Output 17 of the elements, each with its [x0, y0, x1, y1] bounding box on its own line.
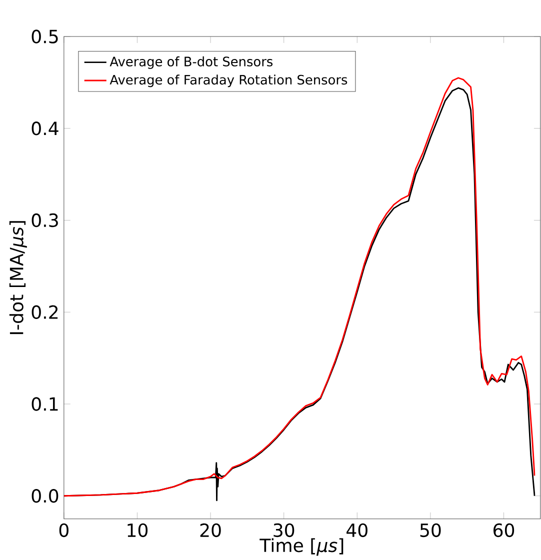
y-tick-label: 0.1 [32, 397, 58, 411]
y-tick-label: 0.5 [32, 30, 58, 44]
legend-label: Average of Faraday Rotation Sensors [110, 74, 347, 88]
x-tick-label: 30 [274, 523, 294, 538]
y-tick-label: 0.2 [32, 305, 58, 319]
y-tick-label: 0.3 [32, 213, 58, 228]
x-tick-label: 60 [493, 523, 514, 538]
x-tick-label: 40 [346, 523, 368, 538]
y-tick-label: 0.4 [32, 122, 58, 136]
x-axis-title: Time [μs] [259, 538, 343, 556]
x-tick-label: 10 [128, 523, 148, 538]
x-tick-label: 50 [420, 523, 441, 538]
y-tick-label: 0.0 [32, 489, 58, 503]
y-axis-title: I-dot [MA/μs] [9, 221, 27, 334]
x-tick-label: 0 [59, 523, 68, 538]
x-tick-label: 20 [200, 523, 221, 538]
legend-label: Average of B-dot Sensors [110, 56, 272, 69]
